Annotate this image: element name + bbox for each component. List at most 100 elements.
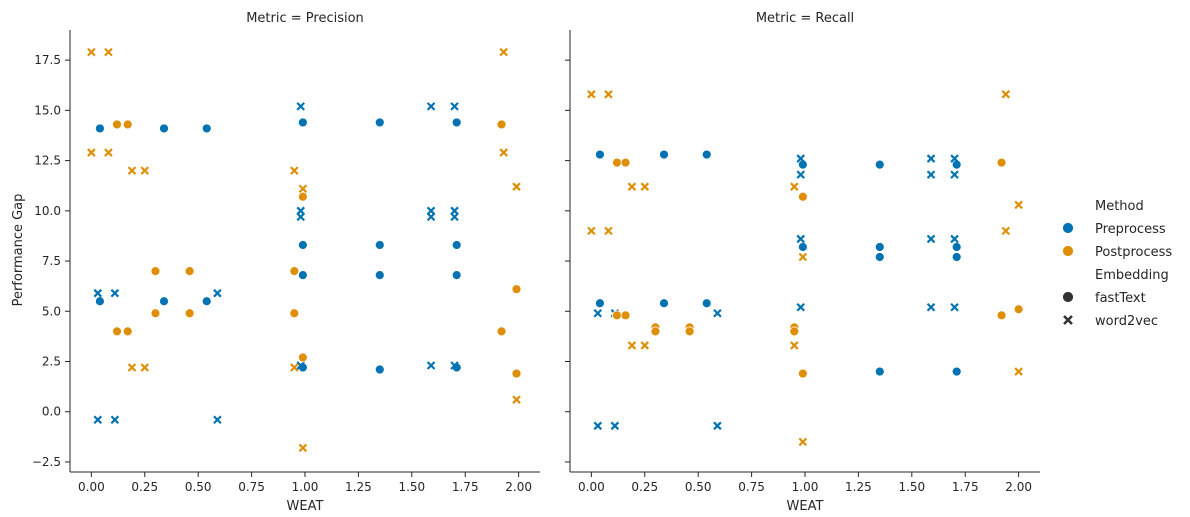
data-point-circle xyxy=(184,308,195,319)
x-axis-label: WEAT xyxy=(287,499,324,514)
data-point-circle xyxy=(659,298,669,309)
data-point-circle xyxy=(874,242,885,252)
data-point-circle xyxy=(184,266,195,276)
x-tick-label: 1.00 xyxy=(292,480,319,494)
data-point-circle xyxy=(874,159,885,170)
x-tick-label: 2.00 xyxy=(1005,480,1032,494)
data-point-circle xyxy=(297,191,308,202)
legend-marker-word2vec xyxy=(1063,315,1073,325)
legend-embedding-title: Embedding xyxy=(1095,268,1169,283)
data-point-x xyxy=(87,47,96,57)
x-tick-label: 1.50 xyxy=(398,480,425,494)
x-tick-label: 0.00 xyxy=(578,480,605,494)
y-tick-label: 10.0 xyxy=(34,204,61,218)
data-point-x xyxy=(593,421,603,431)
data-point-circle xyxy=(122,119,133,130)
series-postprocess-word2vec xyxy=(87,47,521,453)
y-tick-label: 2.5 xyxy=(42,355,61,369)
data-point-x xyxy=(110,415,120,425)
series-preprocess-word2vec xyxy=(93,102,459,425)
legend-marker-fasttext xyxy=(1062,291,1074,303)
data-point-x xyxy=(290,363,299,372)
data-point-circle xyxy=(159,123,169,134)
data-point-x xyxy=(926,302,936,312)
data-point-circle xyxy=(451,117,462,128)
data-point-circle xyxy=(996,310,1007,321)
data-point-x xyxy=(713,309,722,318)
x-tick-label: 0.75 xyxy=(738,480,765,494)
data-point-circle xyxy=(650,326,661,337)
data-point-circle xyxy=(797,368,808,379)
x-tick-label: 0.00 xyxy=(78,480,105,494)
data-point-circle xyxy=(620,310,631,321)
data-point-x xyxy=(1014,200,1023,210)
data-point-x xyxy=(798,252,808,262)
data-point-x xyxy=(140,166,150,175)
series-postprocess-fasttext xyxy=(112,119,522,379)
data-point-x xyxy=(587,226,596,236)
data-point-circle xyxy=(595,298,605,309)
data-point-x xyxy=(296,212,306,222)
data-point-x xyxy=(640,341,650,350)
data-point-circle xyxy=(297,117,308,128)
data-point-x xyxy=(950,170,959,179)
data-point-circle xyxy=(112,326,122,337)
y-tick-label: 15.0 xyxy=(34,103,61,117)
legend-label-postprocess: Postprocess xyxy=(1095,245,1172,260)
data-point-x xyxy=(926,234,936,244)
data-point-circle xyxy=(95,123,105,134)
data-point-x xyxy=(426,212,436,222)
data-point-x xyxy=(213,288,222,298)
data-point-x xyxy=(450,102,459,111)
y-tick-label: 0.0 xyxy=(42,405,61,419)
data-point-x xyxy=(426,361,436,370)
data-point-x xyxy=(426,102,436,111)
series-preprocess-word2vec xyxy=(593,154,959,431)
data-point-x xyxy=(104,47,113,57)
y-tick-label: 5.0 xyxy=(42,304,61,318)
data-point-circle xyxy=(150,308,161,319)
data-point-x xyxy=(610,421,620,431)
data-point-x xyxy=(604,226,613,236)
y-tick-label: 12.5 xyxy=(34,154,61,168)
data-point-x xyxy=(140,363,150,372)
data-point-x xyxy=(950,302,959,312)
data-point-circle xyxy=(797,242,808,252)
data-point-x xyxy=(298,184,308,193)
data-point-circle xyxy=(297,270,308,281)
data-point-x xyxy=(512,182,521,191)
y-tick-label: −2.5 xyxy=(32,455,61,469)
x-tick-label: 1.75 xyxy=(952,480,979,494)
data-point-x xyxy=(298,443,308,453)
data-point-circle xyxy=(112,119,122,130)
data-point-x xyxy=(1014,367,1023,376)
data-point-x xyxy=(93,415,103,425)
x-tick-label: 1.50 xyxy=(898,480,925,494)
data-point-circle xyxy=(374,270,385,281)
data-point-circle xyxy=(620,157,631,168)
data-point-circle xyxy=(701,149,712,160)
data-point-x xyxy=(713,421,722,431)
data-point-x xyxy=(127,166,137,175)
data-point-x xyxy=(950,154,959,163)
data-point-x xyxy=(1001,90,1011,99)
data-point-circle xyxy=(612,310,622,321)
data-point-circle xyxy=(996,157,1007,168)
data-point-x xyxy=(290,166,299,175)
legend-marker-postprocess xyxy=(1062,245,1074,257)
data-point-circle xyxy=(684,326,695,337)
x-tick-label: 1.75 xyxy=(452,480,479,494)
data-point-x xyxy=(450,361,459,370)
data-point-x xyxy=(790,182,799,191)
data-point-circle xyxy=(789,326,800,337)
panel-precision: Metric = Precision 0.00 0.25 0.50 0.75 1.00 1.… xyxy=(32,11,540,514)
x-tick-label: 0.25 xyxy=(131,480,158,494)
data-point-x xyxy=(593,309,603,318)
data-point-circle xyxy=(511,284,522,295)
data-point-circle xyxy=(289,308,300,319)
x-tick-label: 1.25 xyxy=(345,480,372,494)
data-point-circle xyxy=(951,252,962,262)
data-point-x xyxy=(926,170,936,179)
data-point-circle xyxy=(511,368,522,379)
data-point-x xyxy=(499,148,508,157)
